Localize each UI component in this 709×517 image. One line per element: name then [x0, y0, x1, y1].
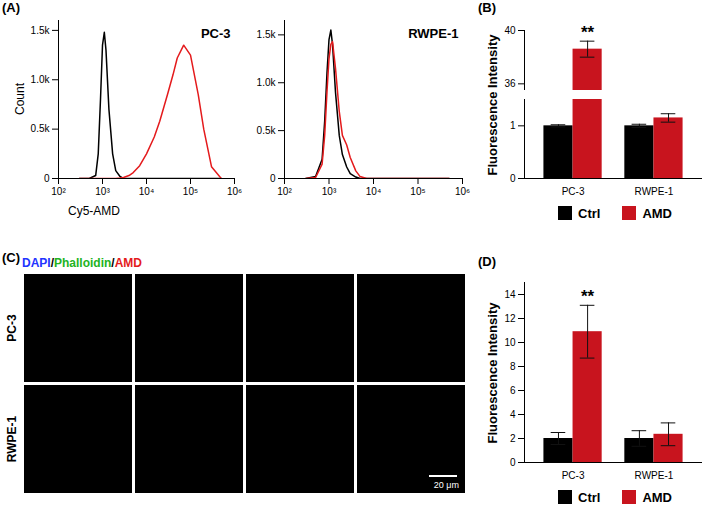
svg-text:1: 1	[510, 120, 516, 131]
html-text:(A): (A)	[2, 0, 20, 15]
html-text:20 μm: 20 μm	[433, 480, 459, 490]
svg-text:PC-3: PC-3	[201, 26, 231, 41]
svg-text:36: 36	[504, 78, 516, 89]
html-text:(B): (B)	[478, 0, 496, 15]
svg-text:0.5k: 0.5k	[31, 123, 51, 134]
html-text:Fluorescence Intensity: Fluorescence Intensity	[484, 34, 500, 176]
svg-text:10²: 10²	[51, 186, 66, 197]
svg-text:10: 10	[504, 337, 516, 348]
svg-text:10⁶: 10⁶	[455, 186, 470, 197]
svg-text:0: 0	[270, 173, 276, 184]
html-text:Ctrl: Ctrl	[578, 489, 601, 505]
html-text:PC-3: PC-3	[5, 314, 19, 342]
svg-text:RWPE-1: RWPE-1	[635, 186, 674, 197]
html-text:Cy5-AMD: Cy5-AMD	[68, 204, 120, 218]
svg-text:8: 8	[510, 361, 516, 372]
svg-text:1.5k: 1.5k	[257, 29, 277, 40]
svg-text:PC-3: PC-3	[562, 470, 585, 481]
html-text:RWPE-1: RWPE-1	[5, 415, 19, 463]
svg-text:10⁵: 10⁵	[410, 186, 425, 197]
svg-text:10³: 10³	[322, 186, 337, 197]
html-text:AMD: AMD	[642, 489, 672, 505]
svg-text:12: 12	[504, 313, 516, 324]
svg-text:RWPE-1: RWPE-1	[408, 26, 458, 41]
svg-text:10³: 10³	[95, 186, 110, 197]
svg-text:40: 40	[504, 25, 516, 36]
html-text:(C) DAPI / Phalloidin / AMD: (C) DAPI / Phalloidin / AMD	[2, 250, 142, 270]
svg-text:14: 14	[504, 289, 516, 300]
html-text:Ctrl: Ctrl	[578, 205, 601, 221]
svg-text:1.0k: 1.0k	[31, 74, 51, 85]
svg-text:**: **	[581, 23, 595, 42]
html-text:AMD: AMD	[642, 205, 672, 221]
svg-text:1.5k: 1.5k	[31, 25, 51, 36]
html-text:Count: Count	[13, 83, 27, 115]
svg-text:10⁴: 10⁴	[139, 186, 154, 197]
svg-text:6: 6	[510, 385, 516, 396]
svg-text:10²: 10²	[277, 186, 292, 197]
svg-text:2: 2	[510, 433, 516, 444]
svg-text:10⁶: 10⁶	[227, 186, 242, 197]
svg-text:RWPE-1: RWPE-1	[635, 470, 674, 481]
svg-text:0: 0	[510, 457, 516, 468]
svg-text:4: 4	[510, 409, 516, 420]
html-text:(D): (D)	[478, 254, 496, 269]
svg-text:10⁴: 10⁴	[366, 186, 381, 197]
svg-text:PC-3: PC-3	[562, 186, 585, 197]
svg-text:0: 0	[44, 173, 50, 184]
svg-text:0: 0	[510, 173, 516, 184]
svg-text:**: **	[581, 287, 595, 306]
html-text:Fluorescence Intensity: Fluorescence Intensity	[484, 302, 500, 444]
svg-text:10⁵: 10⁵	[183, 186, 198, 197]
svg-text:1.0k: 1.0k	[257, 77, 277, 88]
svg-text:0.5k: 0.5k	[257, 125, 277, 136]
